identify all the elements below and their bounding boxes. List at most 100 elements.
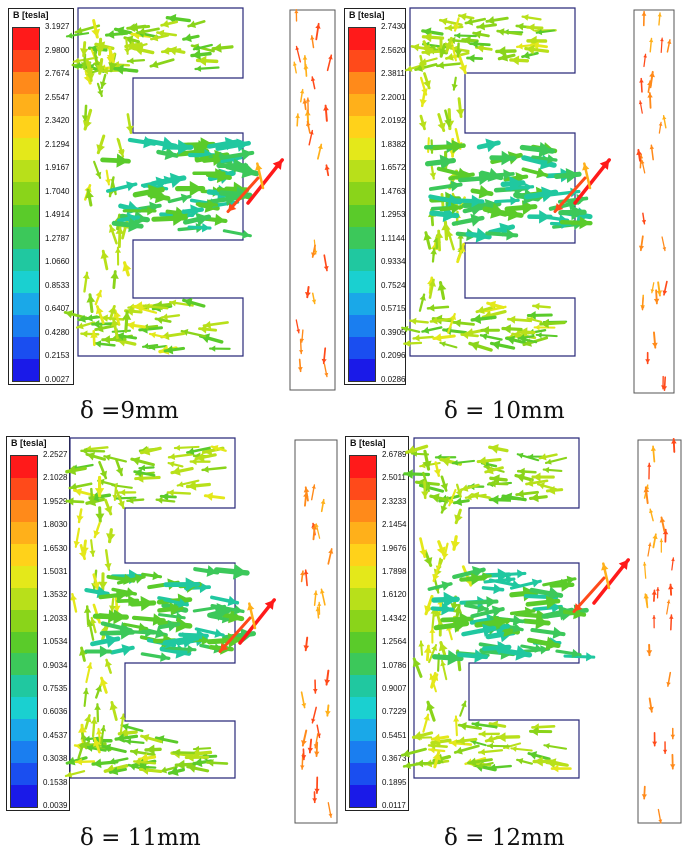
legend-swatch — [11, 763, 37, 786]
flux-arrow-head — [86, 452, 96, 461]
flux-arrow-head — [453, 318, 462, 328]
flux-arrow-head — [300, 338, 305, 343]
flux-arrow-head — [643, 54, 648, 58]
flux-arrow-head — [152, 613, 164, 626]
flux-arrow-head — [493, 614, 508, 631]
flux-arrow-head — [487, 300, 497, 310]
legend-swatch — [11, 543, 37, 566]
flux-arrow-head — [536, 29, 543, 36]
flux-arrow-head — [666, 600, 671, 604]
legend-swatch — [349, 28, 375, 51]
flux-arrow-head — [658, 819, 663, 823]
legend-tick-label: 2.5547 — [45, 92, 70, 102]
legend-tick-label: 2.2527 — [43, 450, 68, 459]
flux-arrow-head — [516, 473, 526, 483]
flux-arrow-head — [95, 306, 104, 315]
flux-arrow-head — [446, 230, 454, 238]
flux-arrow-head — [545, 458, 552, 465]
flux-arrow-head — [117, 500, 125, 508]
flux-arrow — [238, 598, 276, 645]
flux-arrow-head — [439, 154, 454, 170]
flux-arrow-head — [451, 54, 458, 61]
flux-arrow-head — [467, 54, 475, 63]
flux-arrow-head — [125, 306, 134, 316]
flux-arrow-head — [170, 299, 177, 307]
flux-arrow-head — [430, 248, 437, 255]
legend-tick-label: 1.2787 — [45, 233, 70, 243]
flux-arrow-head — [74, 488, 83, 496]
flux-arrow-head — [506, 228, 517, 241]
flux-arrow-head — [510, 55, 520, 66]
flux-arrow-head — [210, 345, 216, 352]
flux-arrow-head — [196, 452, 205, 462]
flux-arrow-head — [325, 710, 331, 716]
flux-arrow-head — [421, 491, 429, 498]
flux-arrow-head — [234, 158, 246, 173]
flux-arrow-head — [440, 660, 447, 667]
flux-arrow-head — [189, 180, 203, 197]
flux-arrow-head — [109, 702, 118, 711]
flux-arrow-head — [214, 213, 226, 226]
flux-arrow — [573, 158, 611, 205]
legend-tick-label: 1.0786 — [382, 660, 407, 670]
flux-arrow-head — [75, 758, 82, 766]
flux-arrow-head — [183, 297, 193, 308]
flux-arrow-head — [472, 720, 480, 729]
flux-arrow-head — [307, 747, 314, 753]
flux-arrow-head — [459, 722, 467, 731]
flux-arrow-head — [134, 573, 145, 584]
legend-tick-label: 2.1454 — [382, 520, 407, 530]
flux-arrow-head — [545, 595, 559, 610]
flux-arrow-head — [119, 489, 126, 496]
flux-arrow-head — [486, 596, 497, 609]
flux-arrow-head — [90, 717, 98, 724]
flux-arrow-head — [115, 226, 125, 235]
flux-arrow-head — [321, 358, 327, 364]
legend-tick-label: 1.0534 — [43, 637, 68, 647]
color-legend: B [tesla] 3.1927 2.9800 2.7674 2.5547 2.3420… — [8, 8, 74, 385]
legend-swatch — [349, 270, 375, 293]
flux-arrow-head — [292, 62, 297, 66]
flux-arrow-head — [526, 479, 534, 487]
flux-arrow-head — [79, 48, 89, 56]
flux-arrow-head — [480, 332, 488, 341]
flux-arrow-head — [150, 60, 159, 69]
flux-arrow-head — [110, 318, 120, 327]
flux-arrow-head — [303, 487, 310, 493]
flux-arrow-head — [640, 160, 645, 164]
flux-arrow-head — [102, 743, 112, 753]
flux-arrow-head — [180, 193, 190, 204]
flux-arrow-head — [535, 609, 548, 623]
legend-swatch — [349, 50, 375, 73]
legend-tick-label: 1.4763 — [381, 186, 406, 196]
flux-arrow-head — [77, 322, 84, 330]
flux-arrow-head — [104, 454, 111, 461]
flux-arrow — [246, 158, 284, 205]
flux-arrow-head — [413, 731, 422, 740]
flux-arrow-head — [324, 372, 329, 377]
flux-arrow-head — [313, 591, 318, 596]
flux-arrow-head — [149, 331, 156, 339]
legend-swatch — [350, 609, 376, 632]
flux-arrow-head — [658, 122, 663, 126]
flux-arrow-head — [95, 323, 104, 333]
flux-arrow-head — [81, 447, 88, 455]
legend-title: B [tesla] — [349, 10, 385, 20]
flux-arrow-head — [305, 98, 311, 102]
panel-caption: δ = 10mm — [444, 398, 565, 424]
flux-arrow-head — [108, 306, 117, 315]
flux-arrow-head — [161, 136, 176, 152]
flux-arrow-head — [101, 314, 108, 322]
flux-arrow-head — [465, 493, 472, 501]
flux-arrow-head — [312, 798, 318, 803]
flux-arrow-head — [470, 40, 478, 49]
legend-tick-label: 0.2153 — [45, 351, 70, 361]
flux-arrow-head — [133, 210, 148, 226]
flux-arrow-head — [304, 291, 311, 298]
flux-arrow-head — [451, 84, 458, 90]
flux-arrow-head — [532, 472, 541, 482]
flux-arrow-head — [669, 615, 674, 619]
flux-arrow-head — [168, 453, 176, 461]
legend-color-bar — [12, 27, 40, 382]
flux-arrow-head — [646, 650, 653, 656]
